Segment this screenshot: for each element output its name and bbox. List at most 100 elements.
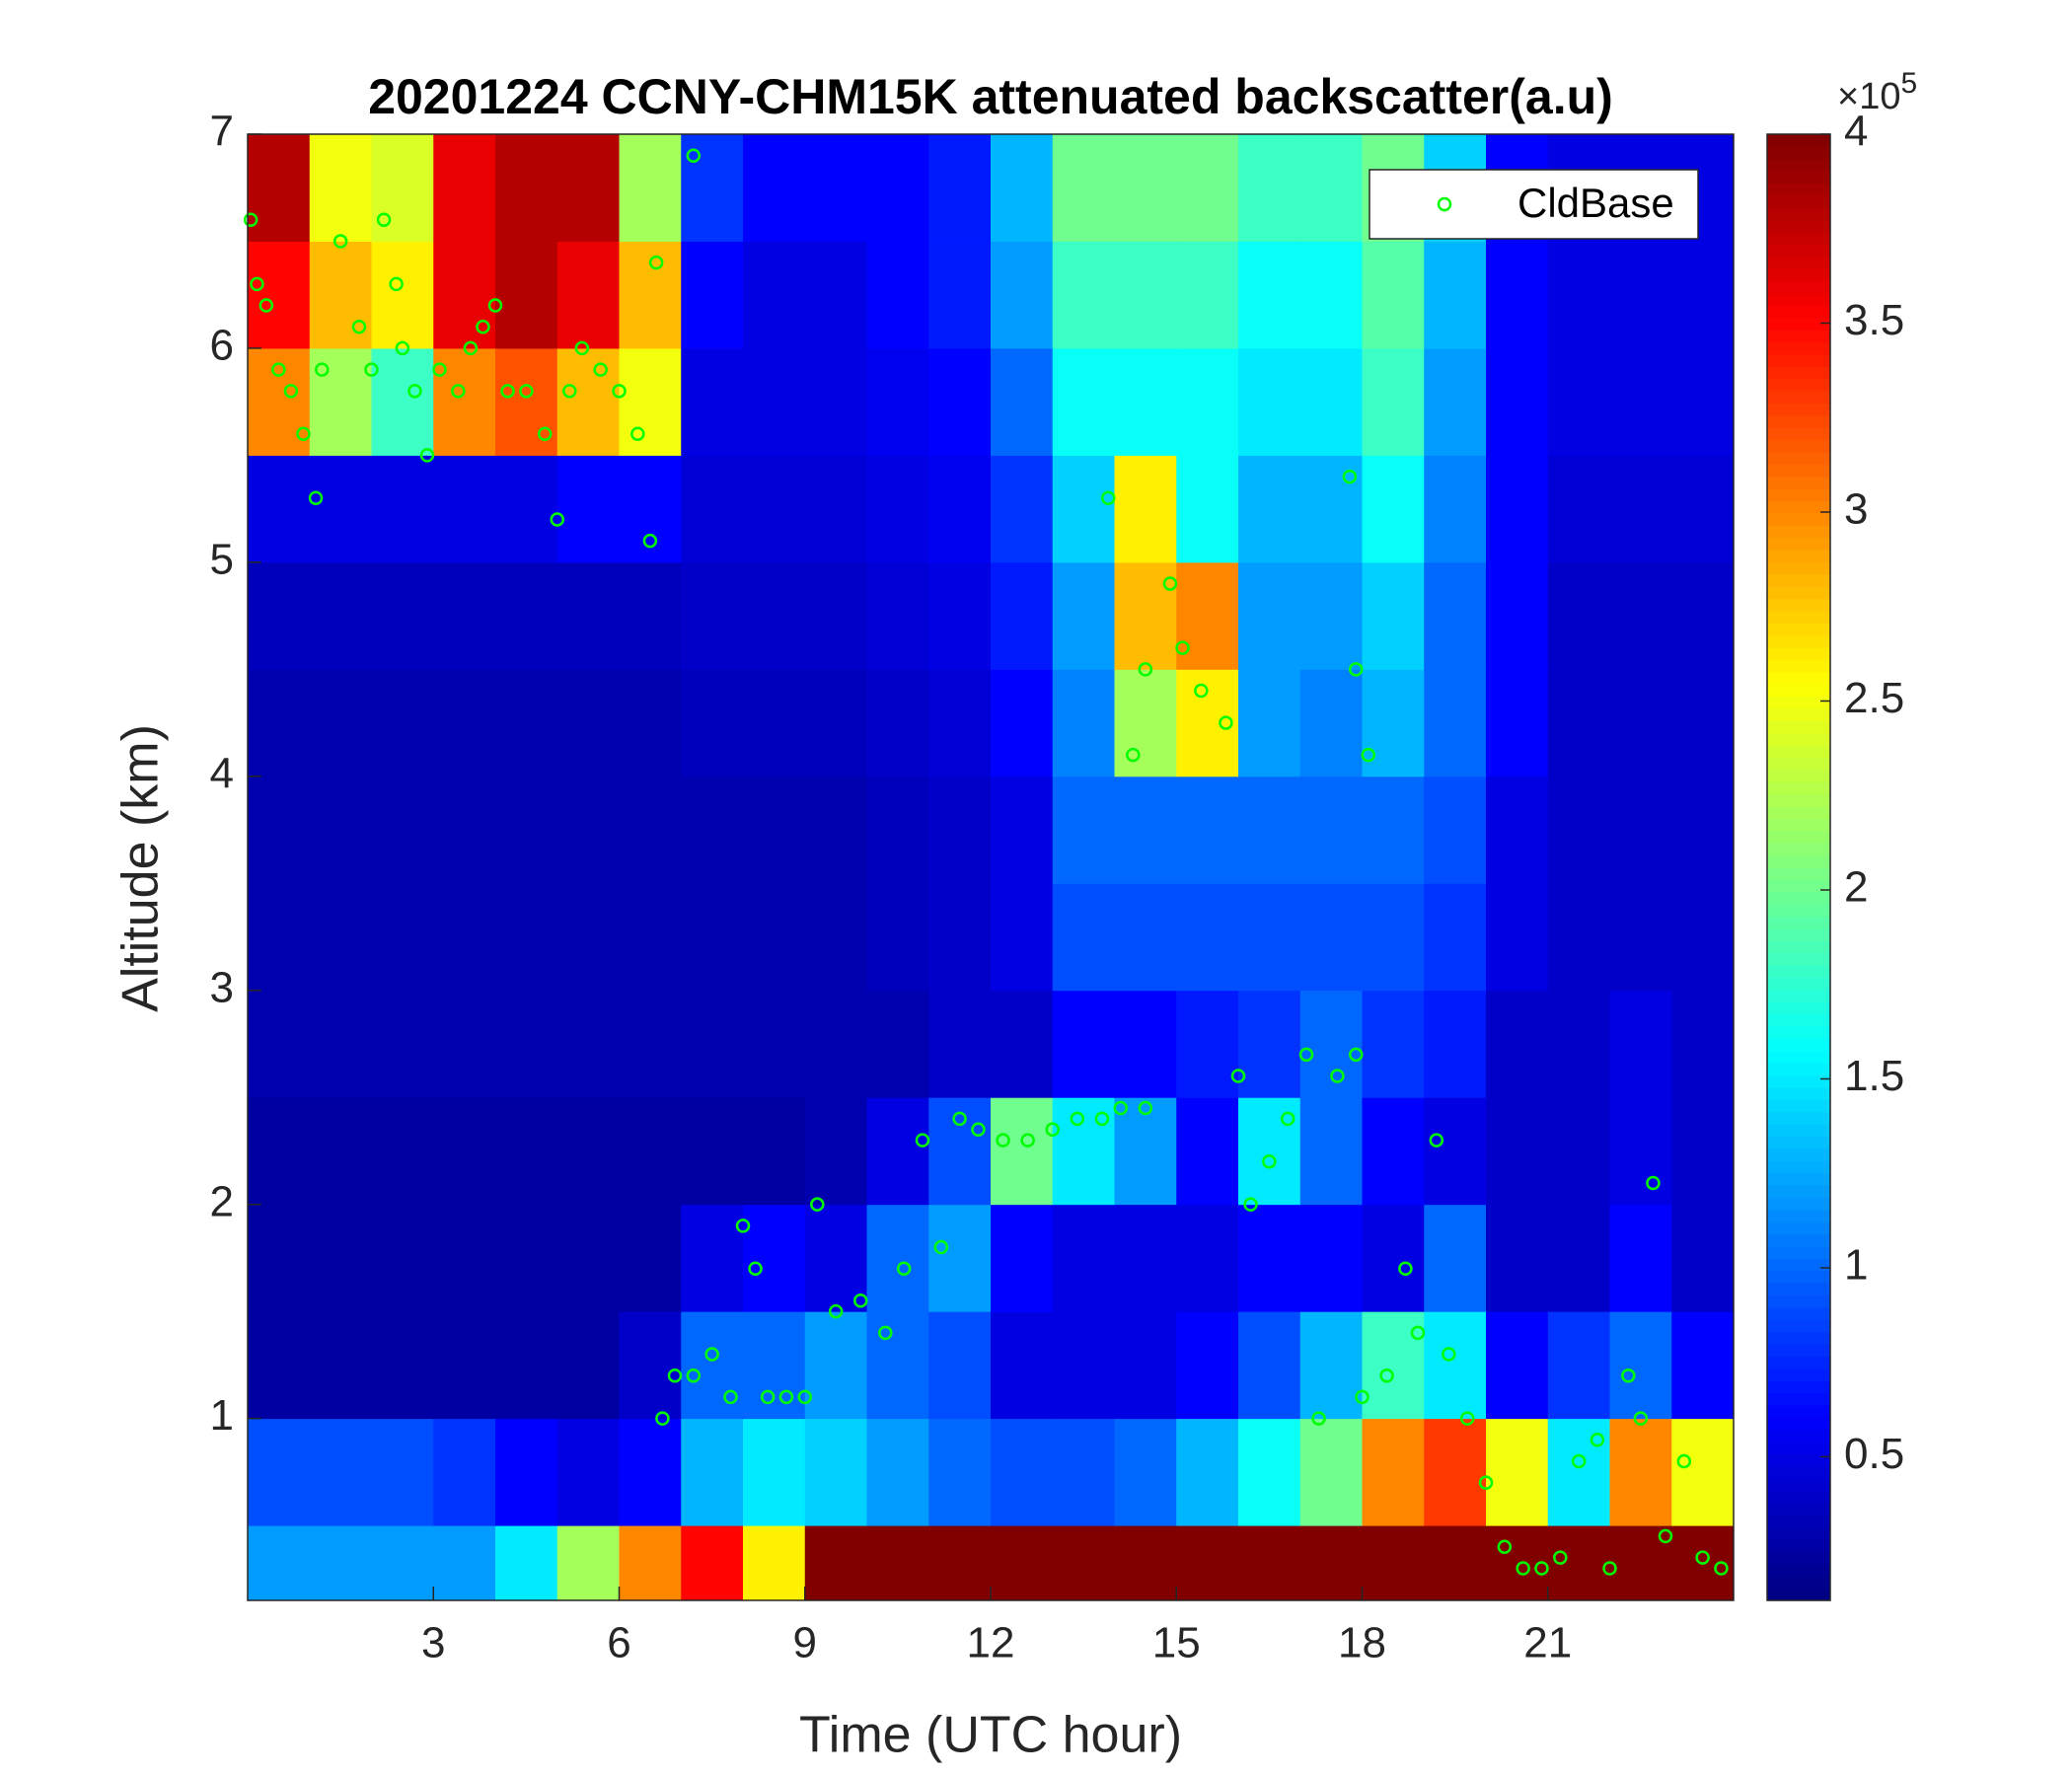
colorbar-step bbox=[1767, 305, 1830, 319]
colorbar-step bbox=[1767, 183, 1830, 196]
heatmap-cell bbox=[1176, 883, 1239, 992]
cloud-base-point bbox=[1138, 662, 1153, 677]
heatmap-cell bbox=[1176, 455, 1239, 563]
colorbar-step bbox=[1767, 550, 1830, 563]
cloud-base-point bbox=[487, 298, 503, 313]
colorbar-step bbox=[1767, 696, 1830, 709]
heatmap-cell bbox=[1362, 455, 1425, 563]
heatmap-cell bbox=[1238, 1204, 1301, 1312]
cloud-base-point bbox=[852, 1294, 868, 1308]
x-tick-label: 12 bbox=[967, 1619, 1015, 1667]
heatmap-cell bbox=[309, 1311, 372, 1420]
y-tick-label: 4 bbox=[210, 749, 234, 797]
heatmap-cell bbox=[681, 1525, 744, 1601]
heatmap-cell bbox=[248, 455, 311, 563]
heatmap-cell bbox=[1052, 241, 1115, 349]
colorbar-step bbox=[1767, 1184, 1830, 1198]
heatmap-cell bbox=[743, 1097, 806, 1206]
cloud-base-point bbox=[1311, 1411, 1326, 1426]
colorbar-step bbox=[1767, 708, 1830, 721]
heatmap-cell bbox=[248, 669, 311, 777]
heatmap-cell bbox=[1176, 1525, 1239, 1601]
cloud-base-point bbox=[1020, 1133, 1035, 1147]
heatmap-cell bbox=[1299, 134, 1363, 242]
heatmap-cell bbox=[309, 134, 372, 242]
cloud-base-point bbox=[1646, 1175, 1661, 1191]
heatmap-cell bbox=[928, 1097, 992, 1206]
colorbar-step bbox=[1767, 1380, 1830, 1394]
heatmap-cell bbox=[991, 347, 1054, 456]
heatmap-cell bbox=[743, 347, 806, 456]
cloud-base-point bbox=[933, 1239, 949, 1255]
colorbar-step bbox=[1767, 1283, 1830, 1296]
colorbar-step bbox=[1767, 1221, 1830, 1235]
colorbar-step bbox=[1767, 561, 1830, 575]
colorbar-step bbox=[1767, 330, 1830, 343]
heatmap-cell bbox=[804, 1525, 867, 1601]
heatmap-cell bbox=[928, 1418, 992, 1526]
heatmap-cell bbox=[1238, 134, 1301, 242]
heatmap-cell bbox=[866, 1097, 929, 1206]
colorbar-step bbox=[1767, 378, 1830, 392]
y-tick-label: 7 bbox=[210, 108, 234, 156]
cloud-base-point bbox=[451, 384, 466, 399]
heatmap-cell bbox=[991, 669, 1054, 777]
heatmap-cell bbox=[495, 1418, 558, 1526]
heatmap-cell bbox=[681, 134, 744, 242]
legend-box bbox=[1369, 169, 1699, 240]
heatmap-cell bbox=[743, 455, 806, 563]
cloud-base-point bbox=[630, 426, 645, 441]
heatmap-cell bbox=[1362, 990, 1425, 1098]
heatmap-cell bbox=[495, 1097, 558, 1206]
heatmap-cell bbox=[248, 1204, 311, 1312]
cloud-base-point bbox=[1459, 1411, 1475, 1426]
heatmap-cell bbox=[928, 1311, 992, 1420]
heatmap-cell bbox=[1238, 561, 1301, 670]
heatmap-cell bbox=[1114, 241, 1177, 349]
colorbar-step bbox=[1767, 769, 1830, 782]
chart-title: 20201224 CCNY-CHM15K attenuated backscat… bbox=[368, 69, 1613, 124]
cloud-base-point bbox=[1361, 747, 1376, 763]
heatmap-cell bbox=[309, 1418, 372, 1526]
heatmap-cell bbox=[1547, 1204, 1610, 1312]
heatmap-cell bbox=[1671, 1311, 1735, 1420]
cloud-base-point bbox=[1138, 1100, 1153, 1116]
heatmap-cell bbox=[804, 669, 867, 777]
cloud-base-point bbox=[896, 1261, 912, 1277]
heatmap-cell bbox=[743, 561, 806, 670]
heatmap-cell bbox=[1486, 241, 1549, 349]
heatmap-cell bbox=[1176, 1311, 1239, 1420]
cloud-base-point bbox=[1280, 1111, 1295, 1127]
colorbar-step bbox=[1767, 512, 1830, 526]
colorbar-step bbox=[1767, 1490, 1830, 1504]
heatmap-cell bbox=[743, 1311, 806, 1420]
heatmap-cell bbox=[866, 241, 929, 349]
heatmap-cell bbox=[1424, 990, 1487, 1098]
heatmap-cell bbox=[1299, 347, 1363, 456]
heatmap-cell bbox=[681, 883, 744, 992]
heatmap-cell bbox=[619, 1525, 682, 1601]
heatmap-cell bbox=[619, 561, 682, 670]
heatmap-cell bbox=[1052, 1204, 1115, 1312]
legend-label: CldBase bbox=[1517, 180, 1674, 226]
heatmap-cell bbox=[1609, 883, 1672, 992]
cloud-base-point bbox=[1175, 640, 1190, 655]
heatmap-cell bbox=[928, 561, 992, 670]
heatmap-cell bbox=[371, 241, 434, 349]
y-tick-label: 6 bbox=[210, 322, 234, 370]
cloud-base-point bbox=[971, 1122, 986, 1137]
cloud-base-point bbox=[1219, 715, 1233, 730]
heatmap-cell bbox=[1547, 990, 1610, 1098]
cloud-base-point bbox=[1348, 662, 1364, 677]
colorbar-step bbox=[1767, 989, 1830, 1002]
heatmap-cell bbox=[619, 776, 682, 884]
heatmap-cell bbox=[928, 1204, 992, 1312]
heatmap-cell bbox=[556, 1418, 620, 1526]
heatmap-cell bbox=[1671, 990, 1735, 1098]
heatmap-cell bbox=[1114, 1097, 1177, 1206]
heatmap-cell bbox=[619, 241, 682, 349]
colorbar-step bbox=[1767, 244, 1830, 258]
colorbar-step bbox=[1767, 745, 1830, 759]
heatmap-cell bbox=[1671, 241, 1735, 349]
heatmap-cell bbox=[1299, 1204, 1363, 1312]
